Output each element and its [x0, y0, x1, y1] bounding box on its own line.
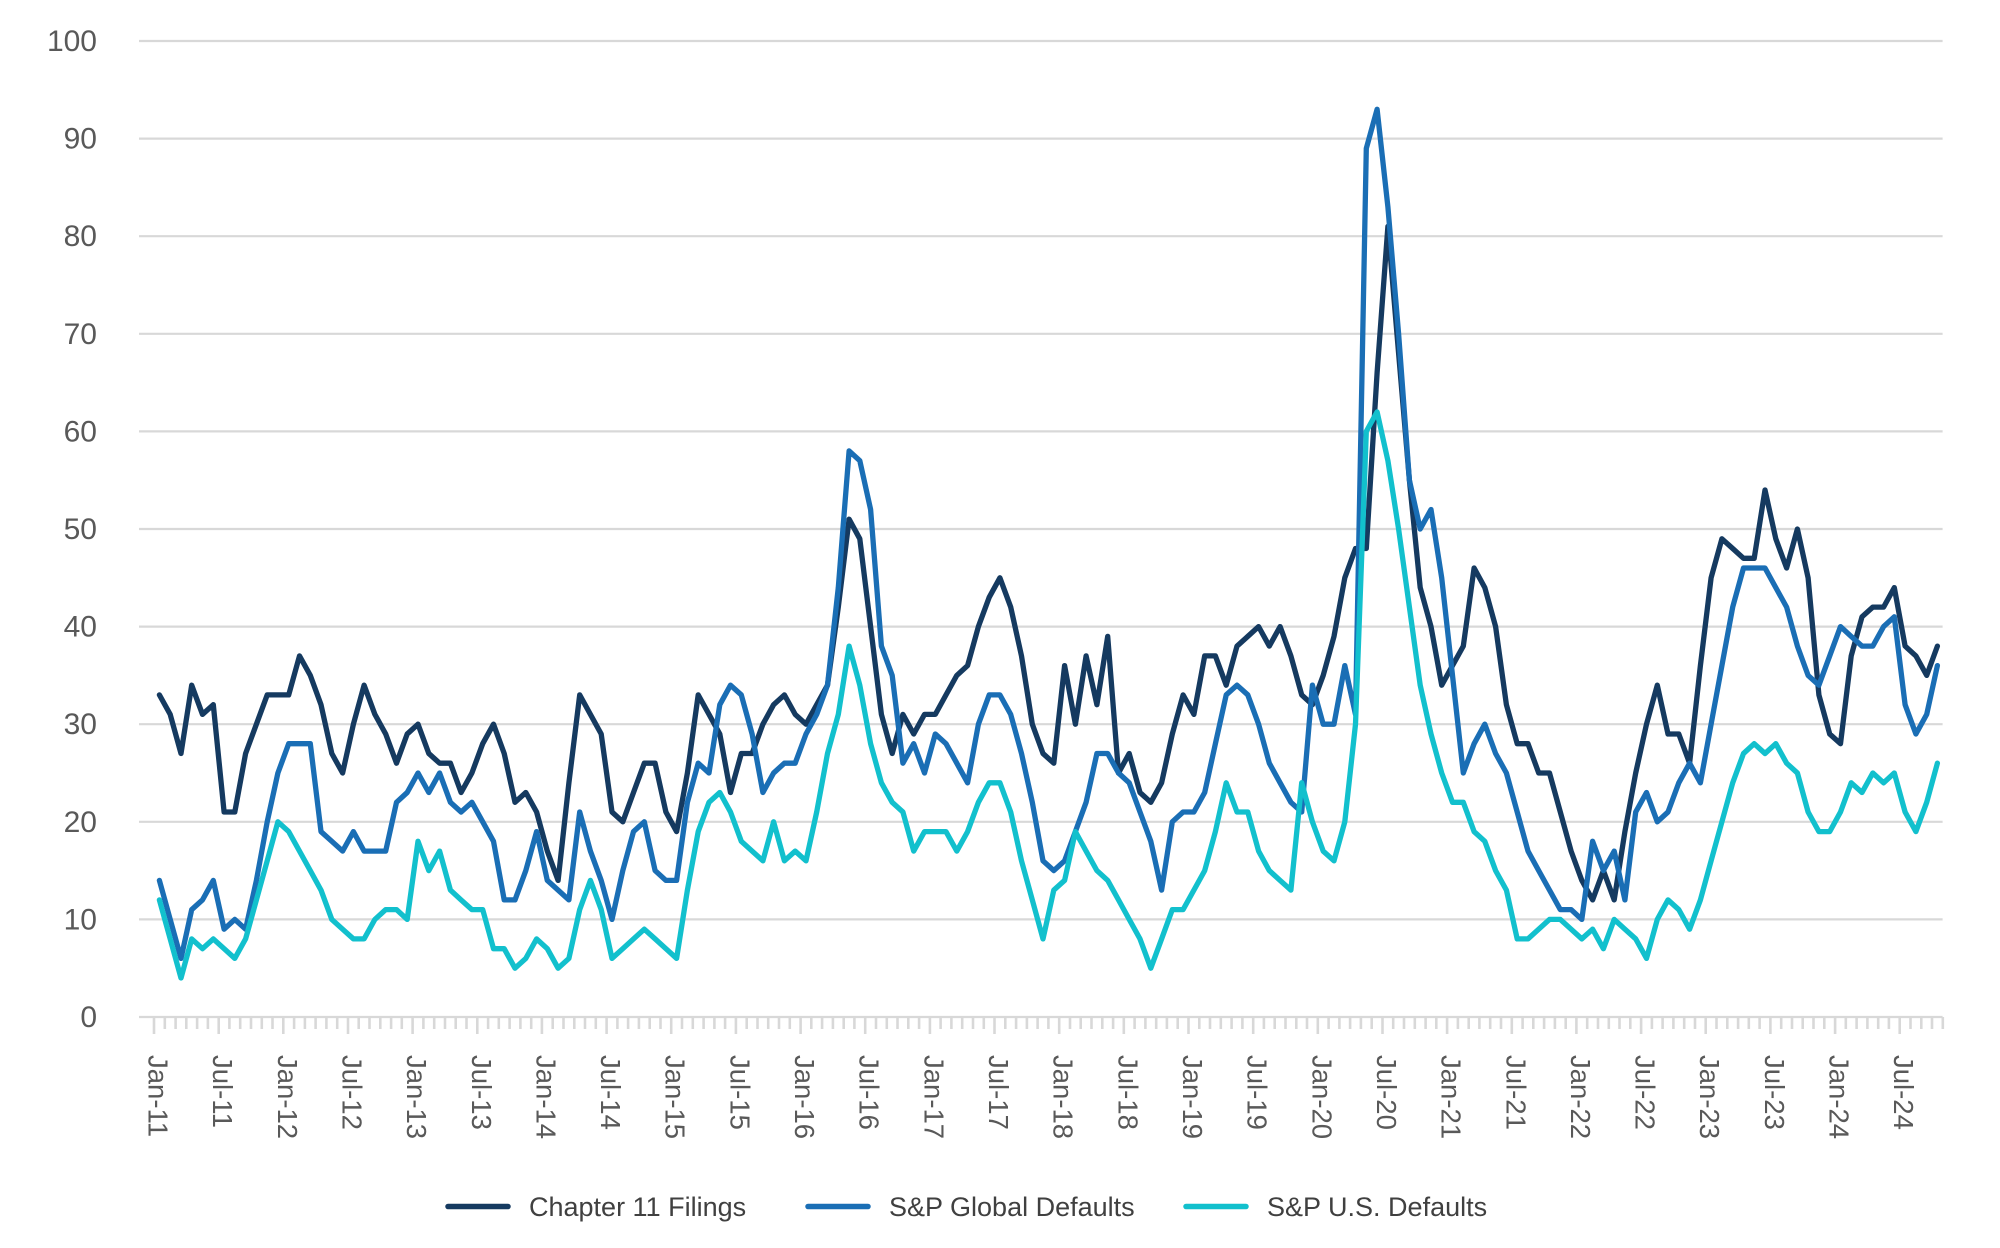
svg-text:Jul-18: Jul-18	[1112, 1055, 1143, 1130]
svg-text:0: 0	[80, 1001, 97, 1034]
svg-text:20: 20	[64, 806, 97, 839]
svg-text:Jan-11: Jan-11	[143, 1055, 174, 1137]
svg-text:Jul-21: Jul-21	[1500, 1055, 1531, 1130]
svg-text:Jan-19: Jan-19	[1177, 1055, 1208, 1139]
svg-text:Jan-21: Jan-21	[1436, 1055, 1467, 1139]
svg-text:60: 60	[64, 415, 97, 448]
svg-text:Jul-17: Jul-17	[983, 1055, 1014, 1130]
svg-text:Jan-24: Jan-24	[1824, 1055, 1855, 1139]
svg-text:Jul-13: Jul-13	[466, 1055, 497, 1130]
svg-text:Jan-14: Jan-14	[530, 1055, 561, 1139]
svg-text:30: 30	[64, 708, 97, 741]
svg-text:Jan-20: Jan-20	[1306, 1055, 1337, 1139]
svg-text:Jan-13: Jan-13	[401, 1055, 432, 1139]
svg-text:Chapter 11 Filings: Chapter 11 Filings	[529, 1192, 746, 1222]
svg-text:Jan-22: Jan-22	[1565, 1055, 1596, 1139]
svg-text:S&P U.S. Defaults: S&P U.S. Defaults	[1267, 1192, 1487, 1222]
svg-text:Jul-24: Jul-24	[1888, 1055, 1919, 1130]
svg-text:Jul-15: Jul-15	[724, 1055, 755, 1130]
svg-text:Jul-22: Jul-22	[1630, 1055, 1661, 1130]
svg-text:Jul-23: Jul-23	[1759, 1055, 1790, 1130]
svg-text:Jul-19: Jul-19	[1242, 1055, 1273, 1130]
svg-text:80: 80	[64, 220, 97, 253]
svg-text:Jan-23: Jan-23	[1694, 1055, 1725, 1139]
svg-text:Jul-20: Jul-20	[1371, 1055, 1402, 1130]
svg-text:90: 90	[64, 123, 97, 156]
svg-text:S&P Global Defaults: S&P Global Defaults	[889, 1192, 1135, 1222]
svg-text:Jan-16: Jan-16	[789, 1055, 820, 1139]
svg-text:Jan-18: Jan-18	[1048, 1055, 1079, 1139]
svg-text:Jul-16: Jul-16	[854, 1055, 885, 1130]
svg-text:100: 100	[47, 25, 97, 58]
svg-text:70: 70	[64, 318, 97, 351]
svg-text:Jan-17: Jan-17	[918, 1055, 949, 1139]
svg-text:Jan-12: Jan-12	[272, 1055, 303, 1139]
svg-text:Jul-11: Jul-11	[207, 1055, 238, 1128]
svg-text:10: 10	[64, 903, 97, 936]
svg-text:50: 50	[64, 513, 97, 546]
svg-text:Jul-12: Jul-12	[337, 1055, 368, 1130]
svg-text:Jan-15: Jan-15	[660, 1055, 691, 1139]
svg-text:40: 40	[64, 611, 97, 644]
svg-text:Jul-14: Jul-14	[595, 1055, 626, 1130]
